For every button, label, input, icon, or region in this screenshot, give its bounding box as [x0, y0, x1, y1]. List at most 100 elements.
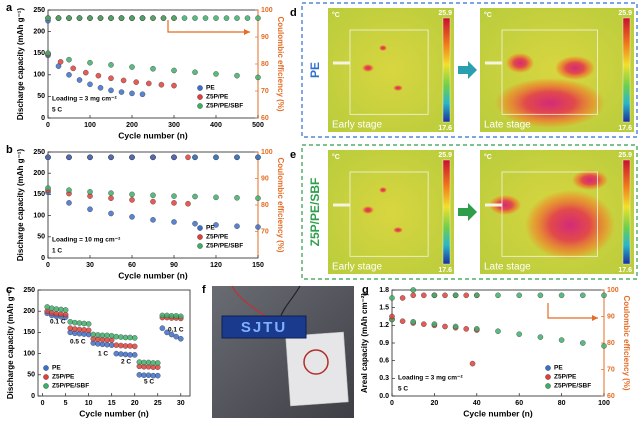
legend-label: PE	[206, 225, 215, 232]
y-tick-label: 250	[23, 287, 35, 294]
data-point	[171, 154, 177, 161]
hot-spot	[393, 85, 403, 91]
data-point	[108, 210, 114, 217]
data-point	[244, 15, 251, 21]
y2-tick-label: 60	[261, 115, 269, 122]
legend-marker	[197, 94, 203, 100]
data-point	[160, 15, 167, 21]
legend-label: Z5P/PE/SBF	[206, 103, 243, 110]
legend-label: PE	[52, 365, 61, 372]
legend-marker	[197, 225, 203, 231]
y2-tick-label: 100	[261, 149, 273, 156]
data-point	[463, 292, 469, 299]
y2-tick-label: 60	[607, 393, 615, 400]
colorbar-max: 25.9	[438, 152, 452, 159]
data-point	[118, 334, 124, 340]
data-point	[129, 191, 135, 198]
y-tick-label: 200	[33, 170, 45, 177]
colorbar-min: 17.6	[618, 267, 632, 274]
legend-marker	[197, 234, 203, 240]
data-point	[234, 195, 240, 201]
y2-axis-title: Coulombic efficiency (%)	[276, 157, 285, 252]
data-point	[70, 65, 76, 72]
data-point	[495, 292, 501, 299]
data-point	[150, 65, 156, 72]
data-point	[45, 15, 51, 21]
data-point	[171, 200, 177, 206]
data-point	[601, 343, 607, 349]
data-point	[62, 311, 69, 318]
data-point	[255, 195, 261, 201]
data-point	[45, 50, 51, 56]
data-point	[95, 72, 102, 79]
data-point	[85, 327, 92, 334]
data-point	[421, 292, 427, 299]
data-point	[139, 15, 146, 21]
data-point	[495, 328, 501, 334]
hot-spot	[572, 170, 608, 190]
data-point	[145, 372, 152, 378]
colorbar-min: 17.6	[438, 267, 452, 274]
cell-outline	[501, 171, 598, 257]
annotation: 2 C	[121, 359, 131, 366]
y-tick-label: 250	[33, 149, 45, 156]
data-point	[234, 72, 240, 79]
data-point	[202, 15, 209, 21]
data-point	[255, 74, 261, 81]
x-tick-label: 10	[85, 400, 93, 407]
panel-letter: a	[6, 2, 13, 14]
data-point	[410, 292, 416, 299]
x-tick-label: 150	[252, 262, 264, 269]
panel-frame	[301, 2, 638, 138]
annotation: 5 C	[144, 379, 154, 386]
y2-tick-label: 70	[261, 228, 269, 235]
data-point	[474, 292, 480, 299]
data-point	[66, 154, 72, 161]
data-point	[49, 305, 55, 312]
data-point	[66, 15, 72, 21]
panel-frame	[301, 144, 638, 280]
data-point	[87, 81, 93, 88]
y-tick-label: 100	[33, 72, 45, 79]
data-point	[131, 335, 138, 341]
data-point	[421, 321, 427, 327]
data-point	[141, 372, 147, 378]
y-tick-label: 100	[33, 212, 45, 219]
y2-axis-title: Coulombic efficiency (%)	[276, 16, 285, 111]
data-point	[474, 326, 480, 332]
data-point	[108, 333, 115, 339]
data-point	[131, 352, 138, 358]
legend-marker	[197, 243, 203, 249]
y-axis-title: Discharge capacity (mAh g⁻¹)	[6, 287, 15, 400]
data-point	[164, 329, 170, 336]
data-point	[158, 81, 165, 88]
data-point	[83, 69, 89, 76]
y-tick-label: 50	[37, 93, 45, 100]
data-point	[145, 359, 152, 366]
data-point	[76, 15, 83, 21]
data-point	[87, 206, 93, 213]
data-point	[164, 312, 170, 319]
data-point	[57, 59, 64, 65]
cell-outline	[501, 29, 598, 115]
data-point	[76, 77, 83, 83]
x-tick-label: 5	[64, 400, 68, 407]
hot-spot	[393, 227, 403, 233]
data-point	[255, 224, 261, 230]
data-point	[58, 306, 64, 313]
x-tick-label: 60	[515, 400, 523, 407]
legend-label: Z5P/PE	[206, 234, 229, 241]
data-point	[87, 59, 93, 66]
data-point	[173, 333, 179, 340]
y-tick-label: 250	[33, 7, 45, 14]
x-tick-label: 90	[170, 262, 178, 269]
data-point	[127, 334, 133, 341]
y-tick-label: 0	[41, 255, 45, 262]
data-point	[173, 313, 179, 319]
wire	[231, 285, 269, 319]
data-point	[255, 15, 261, 21]
data-point	[99, 341, 106, 348]
data-point	[104, 332, 110, 339]
thermal-image	[328, 8, 454, 132]
